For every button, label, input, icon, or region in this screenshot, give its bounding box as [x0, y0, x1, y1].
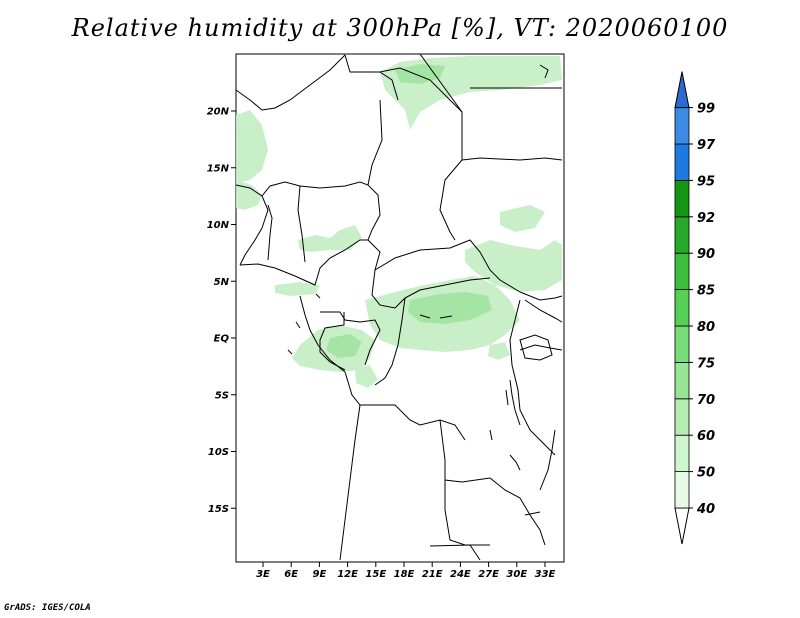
lat-label: 15S: [208, 504, 229, 515]
colorbar-lower-triangle: [674, 507, 690, 545]
lon-label: 6E: [284, 569, 298, 580]
lat-label: 15N: [207, 163, 230, 174]
colorbar-label: 97: [697, 138, 716, 153]
colorbar-segment: [674, 107, 690, 145]
map-panel: 20N 15N 10N 5N EQ 5S 10S 15S 3E 6E 9E 12E 15E 18E 21E…: [207, 53, 565, 580]
colorbar-label: 80: [697, 320, 715, 335]
lon-label: 15E: [365, 569, 386, 580]
colorbar-segment: [674, 252, 690, 290]
colorbar: 40 50 60 70 75 80 85 90 92 95 97 99: [674, 71, 716, 545]
lon-label: 3E: [256, 569, 270, 580]
colorbar-segment: [674, 289, 690, 327]
lat-label: 10N: [207, 220, 230, 231]
colorbar-label: 70: [697, 393, 715, 408]
colorbar-segment: [674, 434, 690, 473]
colorbar-label: 60: [697, 429, 715, 444]
lon-label: 30E: [506, 569, 527, 580]
lakes: [315, 64, 553, 516]
lon-label: 18E: [394, 569, 415, 580]
map-title: Relative humidity at 300hPa [%], VT: 202…: [71, 14, 729, 42]
colorbar-label: 75: [697, 356, 715, 371]
colorbar-label: 92: [697, 211, 715, 226]
colorbar-segment: [674, 325, 690, 363]
colorbar-label: 99: [697, 102, 715, 117]
grads-credit: GrADS: IGES/COLA: [4, 603, 91, 613]
colorbar-label: 85: [697, 284, 715, 299]
colorbar-segment: [674, 361, 690, 400]
lat-label: 5S: [215, 390, 229, 401]
lat-label: 5N: [214, 277, 230, 288]
lat-label: 20N: [207, 107, 230, 118]
lon-label: 21E: [422, 569, 443, 580]
colorbar-segment: [674, 143, 690, 181]
colorbar-segment: [674, 398, 690, 436]
lat-label: 10S: [208, 447, 229, 458]
colorbar-label: 40: [696, 502, 715, 517]
colorbar-label: 90: [697, 247, 715, 262]
colorbar-label: 50: [697, 466, 715, 481]
colorbar-segment: [674, 216, 690, 254]
lat-label: EQ: [214, 334, 230, 345]
lon-label: 9E: [313, 569, 327, 580]
colorbar-label: 95: [697, 174, 715, 189]
lon-label: 24E: [450, 569, 471, 580]
colorbar-upper-triangle: [674, 71, 690, 109]
country-borders: [235, 53, 563, 561]
latitude-axis: 20N 15N 10N 5N EQ 5S 10S 15S: [207, 107, 236, 515]
lon-label: 27E: [478, 569, 499, 580]
colorbar-segment: [674, 179, 690, 218]
lon-label: 12E: [337, 569, 358, 580]
colorbar-segment: [674, 471, 690, 509]
longitude-axis: 3E 6E 9E 12E 15E 18E 21E 24E 27E 30E 33E: [256, 562, 556, 580]
humidity-shading-darker: [326, 64, 492, 358]
lon-label: 33E: [535, 569, 556, 580]
